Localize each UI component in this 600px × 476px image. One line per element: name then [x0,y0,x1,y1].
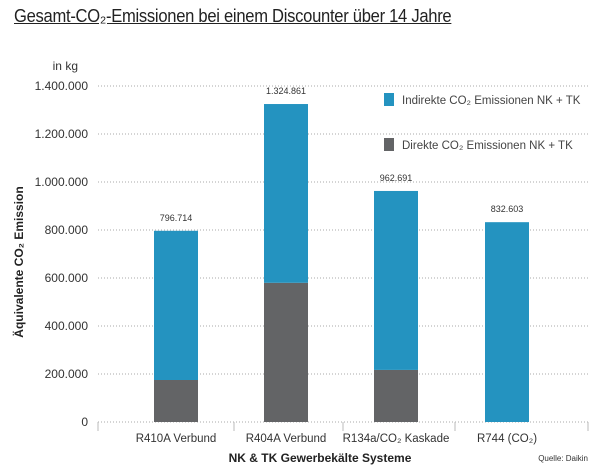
unit-label: in kg [53,59,78,73]
total-label: 962.691 [380,173,413,183]
bar-indirect [154,230,198,380]
legend-swatch [384,93,394,106]
bar-indirect [264,104,308,283]
bar-indirect [374,190,418,370]
legend-label: Indirekte CO₂ Emissionen NK + TK [402,95,581,107]
total-label: 1.324.861 [266,86,306,96]
x-tick-label: R134a/CO₂ Kaskade [343,433,450,445]
bar-indirect [485,222,529,422]
y-tick-label: 200.000 [45,367,89,381]
x-tick-label: R404A Verbund [246,433,327,445]
y-tick-label: 600.000 [45,271,89,285]
x-tick-label: R410A Verbund [136,433,217,445]
y-tick-label: 0 [81,415,88,429]
y-axis-title: Äquivalente CO₂ Emission [11,186,26,337]
y-tick-label: 400.000 [45,319,89,333]
legend-swatch [384,138,394,151]
chart-title: Gesamt-CO₂-Emissionen bei einem Discount… [14,6,452,26]
y-tick-label: 1.200.000 [35,127,89,141]
bar-direct [264,282,308,422]
legend-label: Direkte CO₂ Emissionen NK + TK [402,140,573,152]
y-tick-label: 800.000 [45,223,89,237]
x-axis-title: NK & TK Gewerbekälte Systeme [229,451,412,465]
total-label: 832.603 [491,204,524,214]
y-tick-label: 1.000.000 [35,175,89,189]
bar-direct [154,380,198,422]
source-note: Quelle: Daikin [538,454,588,463]
total-label: 796.714 [160,213,193,223]
bar-direct [374,369,418,422]
x-tick-label: R744 (CO₂) [477,433,537,445]
y-tick-label: 1.400.000 [35,79,89,93]
